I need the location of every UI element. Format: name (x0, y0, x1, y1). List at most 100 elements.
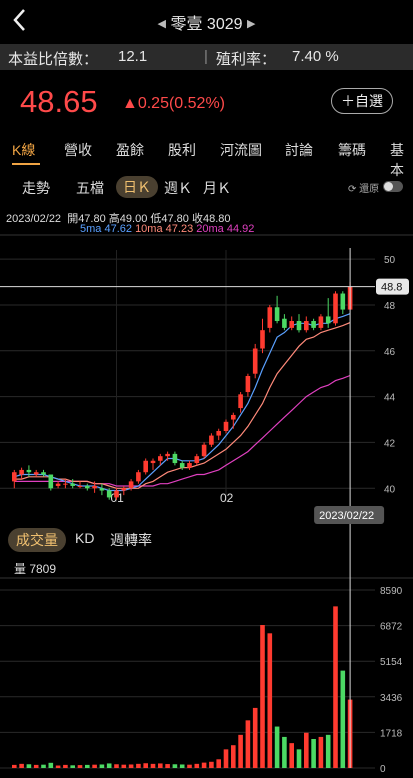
candle-body (41, 472, 46, 475)
volume-bar (179, 764, 185, 768)
volume-bar (194, 763, 200, 768)
volume-tick-label: 0 (380, 764, 386, 775)
price-tick-label: 44 (384, 393, 396, 404)
candle-body (187, 463, 192, 468)
close-value: 48.80 (202, 213, 231, 225)
candle-body (194, 456, 200, 464)
period-daily[interactable]: 日Ｋ (116, 176, 158, 198)
volume-bar (260, 625, 265, 768)
tab-kline[interactable]: K線 (12, 142, 36, 158)
ma5-label: 5ma (80, 223, 102, 235)
candle-body (48, 474, 54, 489)
volume-bar (33, 764, 39, 768)
volume-bar (216, 759, 221, 768)
info-date: 2023/02/22 (6, 213, 62, 225)
volume-bar (70, 765, 75, 768)
candle-body (252, 348, 258, 374)
candle-body (318, 316, 324, 328)
indicator-volume[interactable]: 成交量 (8, 528, 66, 552)
candle-body (238, 394, 243, 409)
candle-body (223, 421, 229, 431)
period-monthly[interactable]: 月Ｋ (203, 180, 231, 196)
triangle-left-icon[interactable]: ◀ (157, 18, 167, 30)
tab-basic[interactable]: 基本 (390, 142, 404, 178)
indicator-turnover[interactable]: 週轉率 (110, 532, 152, 548)
open-label: 開 (67, 213, 79, 225)
ohlc-info: 2023/02/22 開47.80 高49.00 低47.80 收48.80 (6, 210, 231, 226)
volume-bar (99, 764, 105, 768)
candle-body (311, 321, 316, 328)
restore-toggle-label[interactable]: ⟳ 還原 (348, 180, 379, 195)
price-tick-label: 46 (384, 347, 396, 358)
divider: | (204, 48, 208, 65)
candle-body (325, 316, 331, 324)
period-five-level[interactable]: 五檔 (76, 180, 104, 196)
chevron-left-icon[interactable] (8, 6, 32, 34)
volume-bar (136, 763, 141, 768)
candle-body (201, 444, 207, 457)
candle-body (304, 321, 309, 331)
tab-discussion[interactable]: 討論 (285, 142, 313, 158)
triangle-right-icon[interactable]: ▶ (246, 18, 256, 30)
period-weekly[interactable]: 週Ｋ (164, 180, 192, 196)
tab-earnings[interactable]: 盈餘 (116, 142, 144, 158)
high-value: 49.00 (119, 213, 148, 225)
x-tick-label: 01 (111, 491, 125, 505)
tab-river-chart[interactable]: 河流圖 (220, 142, 262, 158)
page-title[interactable]: ◀ 零壹 3029 ▶ (0, 10, 413, 34)
indicator-kd[interactable]: KD (75, 530, 95, 546)
tab-revenue[interactable]: 營收 (64, 142, 92, 158)
candle-body (274, 307, 280, 322)
candle-body (77, 485, 83, 487)
candle-body (106, 490, 112, 498)
yield-value: 7.40 % (292, 48, 339, 65)
header: ◀ 零壹 3029 ▶ (0, 0, 413, 42)
low-value: 47.80 (161, 213, 189, 225)
volume-bar (26, 764, 32, 768)
crosshair-price-badge (376, 278, 409, 295)
restore-toggle-switch[interactable] (383, 181, 403, 192)
ma20-line (14, 374, 351, 487)
volume-bar (282, 736, 287, 768)
last-price: 48.65 (20, 84, 98, 119)
main-tabs: K線 營收 盈餘 股利 河流圖 討論 籌碼 基本 (0, 138, 413, 178)
volume-bar (333, 606, 338, 768)
tab-chips[interactable]: 籌碼 (338, 142, 366, 158)
volume-bar (245, 720, 251, 768)
x-tick-label: 02 (220, 491, 234, 505)
volume-bar (165, 764, 170, 768)
volume-bar (143, 763, 148, 768)
candle-body (26, 469, 32, 473)
add-watchlist-button[interactable]: ＋自選 (331, 88, 393, 114)
volume-bar (209, 761, 214, 768)
tab-dividend[interactable]: 股利 (168, 142, 196, 158)
period-intraday[interactable]: 走勢 (22, 180, 50, 196)
candle-body (289, 321, 294, 328)
volume-bar (252, 707, 258, 768)
volume-bar (121, 764, 127, 768)
price-change: ▲0.25(0.52%) (122, 95, 225, 112)
candle-body (231, 414, 236, 420)
candle-body (333, 293, 338, 324)
low-label: 低 (150, 213, 162, 225)
volume-bar (77, 765, 83, 768)
volume-bar (128, 764, 134, 768)
volume-bar (340, 670, 346, 768)
volume-bar (318, 736, 324, 768)
volume-tick-label: 1718 (380, 728, 403, 739)
candle-body (340, 293, 346, 310)
candle-body (19, 469, 24, 475)
volume-bar (92, 764, 97, 768)
ma10-value: 47.23 (165, 223, 194, 235)
candle-body (114, 490, 119, 498)
volume-bar (12, 764, 17, 768)
volume-bar (201, 762, 207, 768)
ma20-value: 44.92 (226, 223, 255, 235)
stat-bar: 本益比倍數： 12.1 | 殖利率： 7.40 % (0, 44, 413, 70)
candle-body (143, 460, 148, 473)
candle-body (216, 430, 221, 436)
candle-body (55, 483, 61, 486)
pe-label: 本益比倍數： (8, 51, 99, 68)
candle-body (179, 463, 185, 468)
